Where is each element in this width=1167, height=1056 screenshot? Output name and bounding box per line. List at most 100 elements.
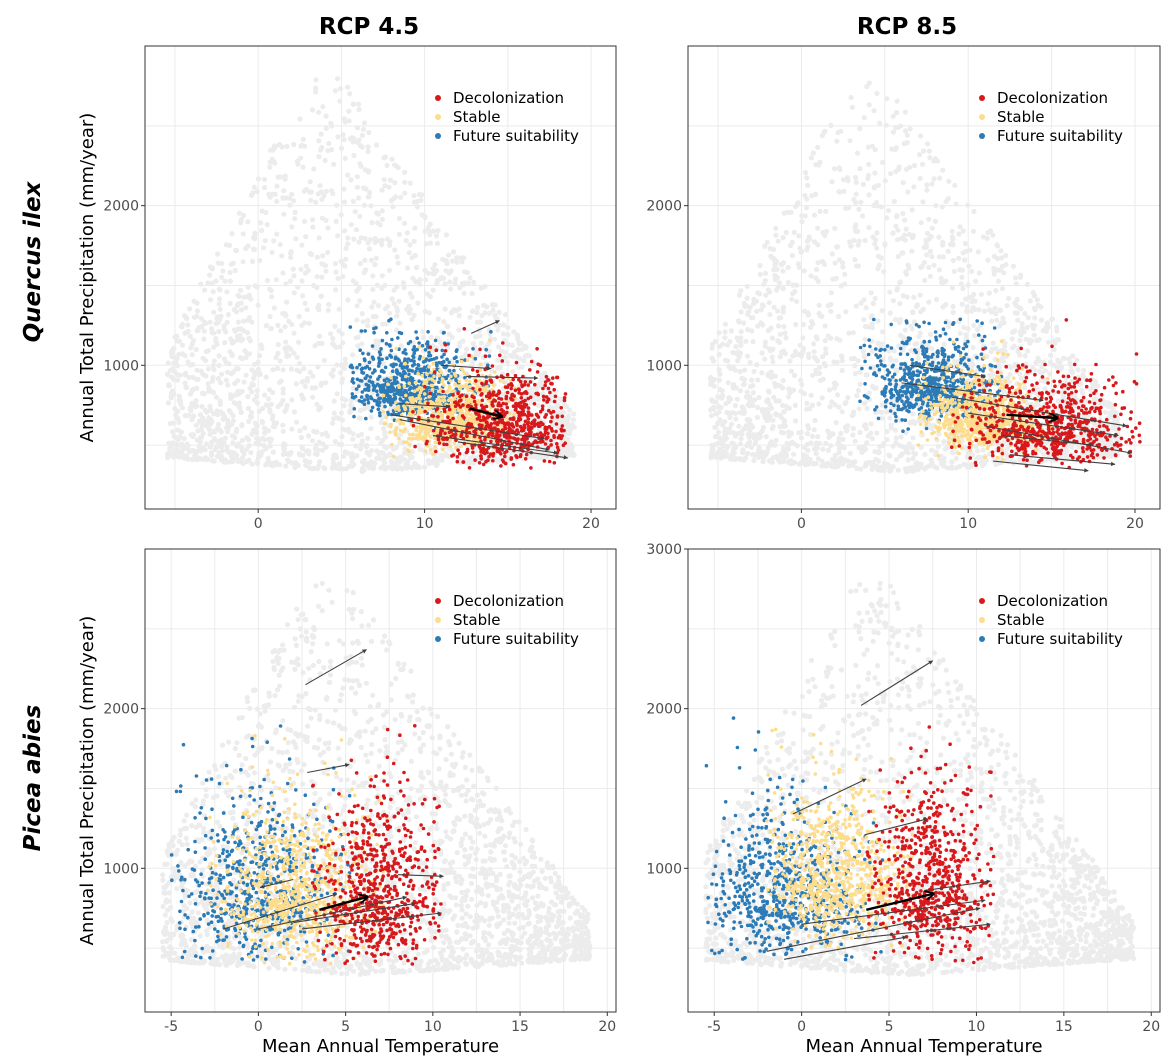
decolonization-point — [546, 386, 551, 391]
decolonization-point — [548, 390, 552, 395]
decolonization-point — [484, 420, 489, 424]
decolonization-point — [554, 429, 558, 434]
background-point — [823, 208, 829, 214]
background-point — [325, 225, 331, 231]
background-point — [171, 448, 177, 454]
background-point — [267, 409, 273, 415]
background-point — [862, 336, 868, 342]
background-point — [181, 436, 187, 442]
background-point — [563, 403, 570, 410]
decolonization-point — [456, 403, 461, 407]
background-point — [194, 367, 200, 373]
background-point — [430, 228, 436, 234]
background-point — [360, 126, 367, 132]
background-point — [251, 184, 257, 190]
future-suitability-point — [418, 367, 422, 372]
background-point — [454, 259, 460, 265]
background-point — [904, 140, 910, 146]
future-suitability-point — [359, 367, 364, 372]
decolonization-point — [411, 423, 416, 428]
background-point — [350, 455, 356, 461]
background-point — [191, 314, 197, 320]
background-point — [199, 426, 205, 432]
background-point — [1038, 317, 1045, 323]
shift-arrow — [391, 414, 545, 441]
background-point — [341, 228, 348, 234]
future-suitability-point — [401, 365, 405, 369]
mean-shift-arrow — [469, 407, 502, 416]
future-suitability-point — [399, 361, 404, 366]
background-point — [1069, 444, 1075, 450]
decolonization-point — [555, 445, 560, 450]
background-point — [396, 298, 402, 304]
stable-point — [417, 345, 422, 349]
background-point — [387, 310, 393, 316]
decolonization-point — [487, 391, 491, 396]
stable-point — [441, 447, 445, 452]
future-suitability-point — [350, 392, 355, 396]
background-point — [240, 328, 246, 334]
decolonization-point — [532, 440, 536, 445]
decolonization-point — [522, 436, 527, 441]
background-point — [345, 84, 351, 90]
background-point — [419, 212, 425, 218]
background-point — [190, 337, 197, 344]
background-point — [913, 304, 920, 310]
background-point — [971, 208, 977, 215]
background-point — [443, 232, 449, 238]
background-point — [216, 329, 222, 335]
future-suitability-point — [396, 372, 400, 376]
background-point — [259, 227, 265, 234]
background-point — [280, 451, 287, 458]
background-point — [427, 232, 433, 238]
background-point — [283, 349, 289, 355]
background-point — [894, 110, 900, 116]
background-point — [222, 340, 228, 346]
decolonization-point — [505, 405, 510, 410]
future-suitability-point — [423, 375, 428, 379]
stable-point — [423, 430, 428, 434]
decolonization-point — [461, 403, 465, 407]
background-point — [403, 461, 409, 467]
background-point — [378, 419, 384, 426]
background-point — [361, 185, 367, 191]
background-point — [351, 236, 357, 242]
background-point — [870, 300, 876, 307]
background-point — [257, 257, 263, 264]
decolonization-point — [448, 418, 452, 423]
background-point — [266, 428, 272, 434]
future-suitability-point — [411, 354, 415, 358]
background-point — [348, 177, 354, 183]
background-point — [528, 454, 534, 460]
stable-point — [418, 426, 423, 430]
background-point — [198, 434, 204, 440]
background-point — [341, 186, 347, 192]
background-point — [737, 369, 743, 375]
stable-point — [410, 401, 414, 405]
background-point — [501, 354, 508, 361]
background-point — [312, 451, 318, 457]
decolonization-point — [522, 402, 527, 407]
stable-point — [421, 356, 426, 360]
background-point — [361, 120, 368, 126]
background-point — [321, 193, 327, 199]
stable-point — [407, 436, 411, 441]
background-point — [571, 411, 577, 417]
stable-point — [433, 440, 438, 445]
background-point — [254, 388, 260, 394]
background-point — [387, 242, 393, 248]
background-point — [359, 465, 366, 472]
background-point — [234, 426, 240, 432]
background-point — [808, 273, 814, 279]
background-point — [367, 237, 373, 243]
background-point — [211, 344, 217, 350]
background-point — [284, 353, 290, 359]
background-point — [311, 166, 317, 172]
stable-point — [457, 379, 462, 384]
future-suitability-point — [393, 376, 397, 381]
decolonization-point — [439, 428, 443, 432]
background-point — [330, 420, 336, 426]
background-point — [201, 328, 207, 334]
background-point — [300, 164, 306, 170]
decolonization-point — [485, 450, 489, 455]
